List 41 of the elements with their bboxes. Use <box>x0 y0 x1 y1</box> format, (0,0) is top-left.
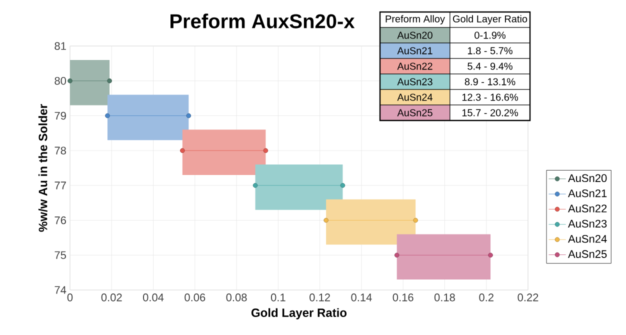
y-tick-label: 80 <box>54 76 66 85</box>
point <box>263 148 268 153</box>
x-tick-label: 0.1 <box>270 294 286 302</box>
point <box>324 218 328 223</box>
x-tick-label: 0.2 <box>479 294 494 302</box>
x-tick-label: 0.22 <box>518 294 538 302</box>
x-tick-label: 0.08 <box>226 294 247 302</box>
chart-title: Preform AuxSn20-x <box>170 14 355 28</box>
x-tick-label: 0.12 <box>310 294 330 302</box>
legend-label: AuSn20 <box>568 174 607 182</box>
legend-label: AuSn25 <box>568 250 607 258</box>
x-tick-label: 0.04 <box>142 294 164 302</box>
point <box>488 252 493 258</box>
point <box>252 183 258 188</box>
x-tick-label: 0.16 <box>392 294 414 302</box>
legend-label: AuSn22 <box>568 204 607 212</box>
x-tick-label: 0.14 <box>351 294 372 302</box>
y-tick-label: 78 <box>54 146 66 154</box>
x-tick-label: 0.18 <box>434 294 455 302</box>
x-tick-label: 0.02 <box>101 294 122 302</box>
y-tick-label: 76 <box>54 216 66 224</box>
y-axis-title: %w/w Au in the Solder <box>38 104 48 232</box>
legend-label: AuSn21 <box>568 189 607 198</box>
point <box>413 218 418 223</box>
point <box>68 78 72 84</box>
point <box>105 113 110 118</box>
point <box>180 148 185 153</box>
y-tick-label: 81 <box>54 42 66 50</box>
legend-label: AuSn24 <box>568 234 607 243</box>
y-tick-label: 79 <box>54 112 66 120</box>
point <box>186 113 192 118</box>
legend-label: AuSn23 <box>568 220 607 228</box>
y-tick-label: 74 <box>54 286 66 294</box>
x-tick-label: 0.06 <box>184 294 206 302</box>
point <box>107 78 112 84</box>
y-tick-label: 75 <box>54 251 66 259</box>
y-tick-label: 77 <box>54 182 66 190</box>
point <box>340 183 346 188</box>
x-tick-label: 0 <box>67 294 73 302</box>
point <box>394 252 400 258</box>
x-axis-title: Gold Layer Ratio <box>251 308 347 320</box>
